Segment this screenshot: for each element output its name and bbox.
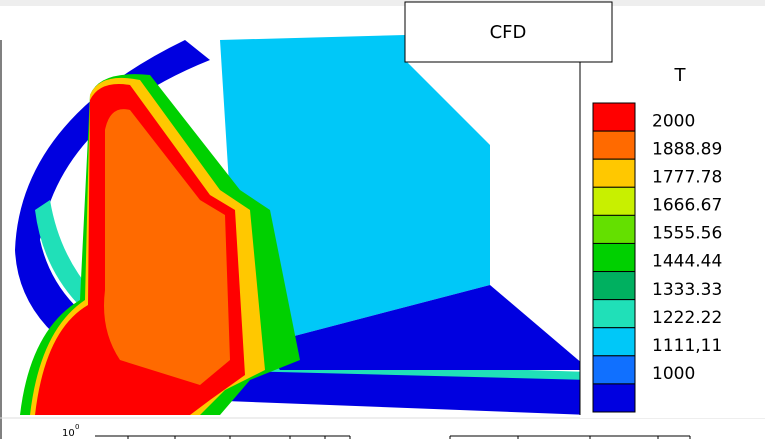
axis-exponent: 0 [75,423,79,431]
legend-level: 2000 [652,111,695,131]
label-box-text: CFD [490,22,527,43]
legend-level: 1111,11 [652,336,722,356]
colorbar-swatch [592,186,636,216]
colorbar-swatch [592,271,636,301]
legend-level: 1777.78 [652,167,722,187]
colorbar-swatch [592,242,636,273]
colorbar-swatch [592,383,636,413]
plot-frame-left [95,435,351,439]
legend-level: 1666.67 [652,196,722,216]
top-strip [0,0,765,6]
colorbar-swatch [592,327,636,357]
bottom-plots: 10 0 [62,423,691,439]
colorbar-swatch [592,355,636,385]
legend-level: 1000 [652,364,695,384]
legend-level: 1333.33 [652,280,722,300]
cfd-model [15,35,590,415]
label-box [404,1,613,63]
cyan-block [220,35,490,345]
orange-zone [104,109,230,385]
legend-level: 1444.44 [652,252,722,272]
axis-base: 10 [62,428,75,439]
colorbar-swatch [592,214,636,244]
colorbar-swatch [592,158,636,188]
colorbar-swatch [592,299,636,329]
colorbar-swatch [592,102,636,132]
blue-face [260,285,590,370]
legend-level: 1888.89 [652,139,722,159]
legend-title: T [674,65,687,86]
colorbar-swatch [592,130,636,160]
legend-level: 1222.22 [652,308,722,328]
plot-frame-right [449,435,691,439]
legend-level: 1555.56 [652,224,722,244]
colorbar: 2000 1888.89 1777.78 1666.67 1555.56 1444.44 1… [592,102,722,413]
